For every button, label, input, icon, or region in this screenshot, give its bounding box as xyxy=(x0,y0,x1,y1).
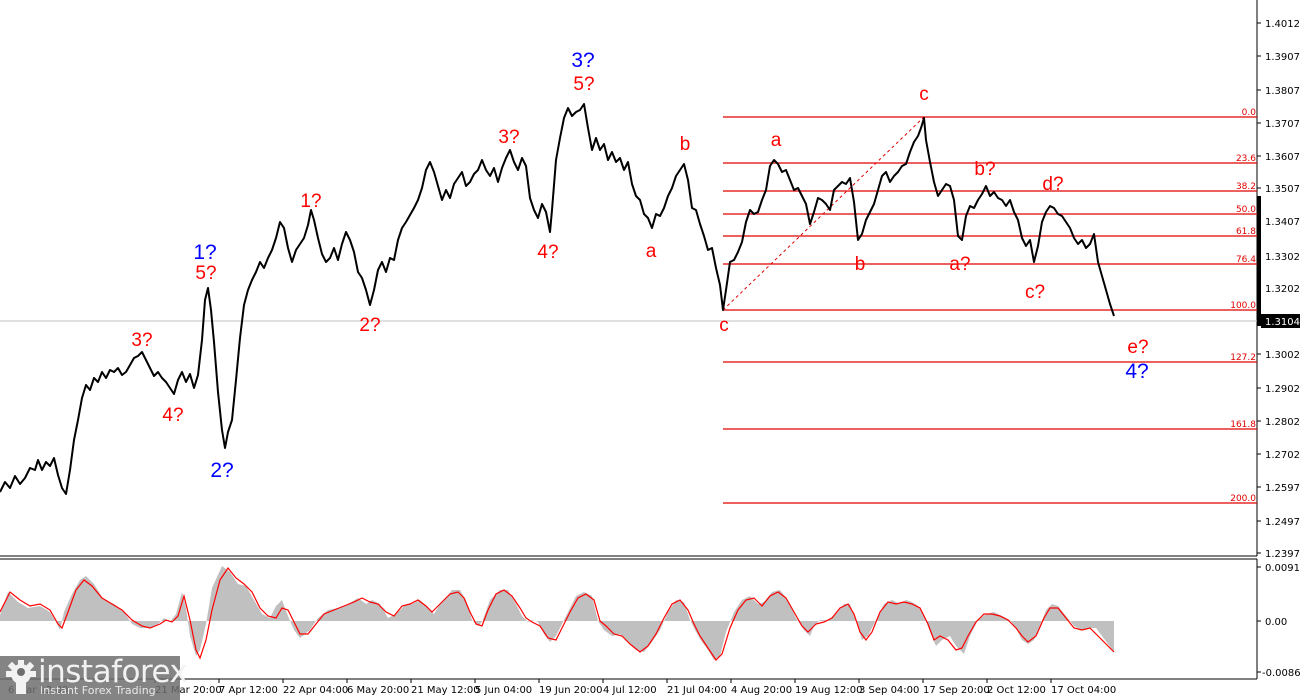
svg-text:21 Jul 04:00: 21 Jul 04:00 xyxy=(667,685,727,696)
svg-text:200.0: 200.0 xyxy=(1230,494,1256,504)
svg-text:1.2702: 1.2702 xyxy=(1265,450,1300,461)
svg-text:38.2: 38.2 xyxy=(1236,182,1256,192)
svg-text:1.2802: 1.2802 xyxy=(1265,417,1300,428)
svg-text:b: b xyxy=(855,254,866,275)
price-range-bar xyxy=(1257,196,1261,326)
svg-text:1.4012: 1.4012 xyxy=(1265,19,1300,30)
svg-text:1.3407: 1.3407 xyxy=(1265,217,1300,228)
svg-text:5?: 5? xyxy=(195,263,216,284)
svg-text:17 Sep 20:00: 17 Sep 20:00 xyxy=(923,685,990,696)
svg-text:1.3002: 1.3002 xyxy=(1265,350,1300,361)
watermark-tagline: Instant Forex Trading xyxy=(40,684,156,697)
svg-text:0.00: 0.00 xyxy=(1265,617,1287,628)
svg-text:2?: 2? xyxy=(359,315,380,336)
svg-text:c: c xyxy=(919,84,929,105)
svg-text:5 Jun 04:00: 5 Jun 04:00 xyxy=(475,685,532,696)
svg-text:5?: 5? xyxy=(573,74,594,95)
svg-text:c?: c? xyxy=(1025,282,1045,303)
svg-text:1.3807: 1.3807 xyxy=(1265,86,1300,97)
price-line xyxy=(0,103,1115,495)
svg-text:a: a xyxy=(646,241,657,262)
svg-text:4 Aug 20:00: 4 Aug 20:00 xyxy=(731,685,792,696)
svg-text:22 Apr 04:00: 22 Apr 04:00 xyxy=(283,685,348,696)
svg-text:1.3607: 1.3607 xyxy=(1265,152,1300,163)
svg-text:2?: 2? xyxy=(210,459,233,482)
fib-trendline[interactable] xyxy=(722,116,925,311)
svg-text:50.0: 50.0 xyxy=(1236,205,1256,215)
svg-text:4?: 4? xyxy=(162,405,183,426)
elliott-wave-labels: 3? 4? 1? 5? 2? 1? 2? 3? 4? 3? 5? a b c a… xyxy=(131,49,1148,482)
svg-text:a?: a? xyxy=(949,254,970,275)
svg-text:6 May 20:00: 6 May 20:00 xyxy=(347,685,409,696)
svg-text:1.3707: 1.3707 xyxy=(1265,119,1300,130)
instaforex-watermark: instaforex Instant Forex Trading xyxy=(0,654,188,700)
svg-text:1.3302: 1.3302 xyxy=(1265,252,1300,263)
svg-text:61.8: 61.8 xyxy=(1236,227,1256,237)
oscillator-histogram xyxy=(0,566,1114,660)
price-axis: 1.4012 1.3907 1.3807 1.3707 1.3607 1.350… xyxy=(1257,19,1300,560)
svg-text:1?: 1? xyxy=(300,191,321,212)
svg-text:19 Jun 20:00: 19 Jun 20:00 xyxy=(539,685,603,696)
svg-text:1?: 1? xyxy=(193,241,216,264)
fib-level-labels: 0.0 23.6 38.2 50.0 61.8 76.4 100.0 127.2… xyxy=(1230,108,1256,504)
fibonacci-retracement[interactable] xyxy=(723,116,1257,504)
svg-text:1.2397: 1.2397 xyxy=(1265,549,1300,560)
svg-text:b?: b? xyxy=(974,159,995,180)
svg-text:b: b xyxy=(680,134,691,155)
svg-text:2 Oct 12:00: 2 Oct 12:00 xyxy=(987,685,1046,696)
svg-text:127.2: 127.2 xyxy=(1230,353,1256,363)
svg-text:76.4: 76.4 xyxy=(1236,255,1256,265)
svg-text:e?: e? xyxy=(1127,337,1148,358)
watermark-name: instaforex xyxy=(38,654,188,690)
svg-text:3?: 3? xyxy=(571,49,594,72)
gear-icon xyxy=(6,660,36,694)
svg-text:4 Jul 12:00: 4 Jul 12:00 xyxy=(603,685,657,696)
svg-text:23.6: 23.6 xyxy=(1236,154,1256,164)
svg-text:100.0: 100.0 xyxy=(1230,301,1256,311)
svg-text:4?: 4? xyxy=(537,242,558,263)
svg-text:19 Aug 12:00: 19 Aug 12:00 xyxy=(795,685,862,696)
svg-text:3?: 3? xyxy=(131,330,152,351)
svg-text:7 Apr 12:00: 7 Apr 12:00 xyxy=(219,685,278,696)
svg-text:161.8: 161.8 xyxy=(1230,420,1256,430)
svg-text:1.3507: 1.3507 xyxy=(1265,184,1300,195)
svg-text:3?: 3? xyxy=(498,127,519,148)
svg-text:4?: 4? xyxy=(1125,360,1148,383)
svg-text:1.3202: 1.3202 xyxy=(1265,284,1300,295)
svg-text:17 Oct 04:00: 17 Oct 04:00 xyxy=(1051,685,1116,696)
oscillator-signal-line xyxy=(0,566,1115,661)
svg-text:1.2902: 1.2902 xyxy=(1265,384,1300,395)
svg-text:d?: d? xyxy=(1042,174,1063,195)
svg-text:0.0091: 0.0091 xyxy=(1265,563,1300,574)
svg-text:1.3104: 1.3104 xyxy=(1265,317,1300,328)
svg-text:21 May 12:00: 21 May 12:00 xyxy=(411,685,480,696)
svg-text:1.3907: 1.3907 xyxy=(1265,52,1300,63)
current-price-badge xyxy=(1261,314,1300,328)
svg-text:a: a xyxy=(771,130,782,151)
svg-text:1.2597: 1.2597 xyxy=(1265,483,1300,494)
svg-text:3 Sep 04:00: 3 Sep 04:00 xyxy=(859,685,919,696)
svg-text:c: c xyxy=(719,315,729,336)
svg-text:0.0: 0.0 xyxy=(1242,108,1257,118)
svg-text:1.2497: 1.2497 xyxy=(1265,517,1300,528)
svg-text:21 Mar 20:00: 21 Mar 20:00 xyxy=(155,685,222,696)
